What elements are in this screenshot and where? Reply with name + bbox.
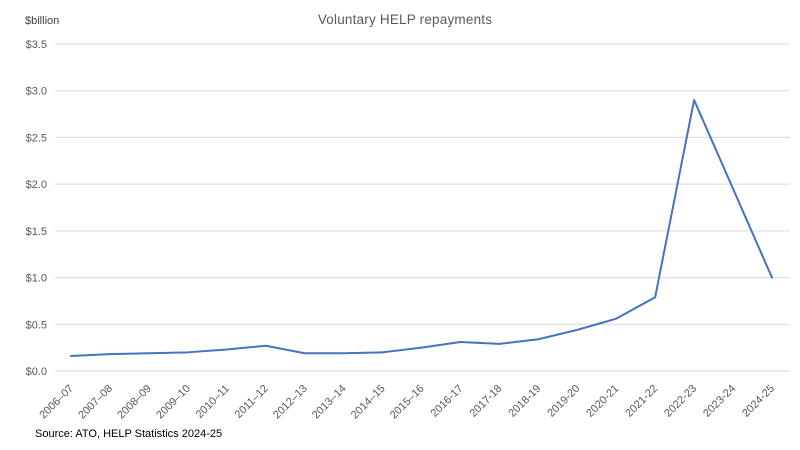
y-axis-tick-label: $3.5 — [26, 39, 47, 51]
x-axis-tick-label: 2019-20 — [545, 383, 582, 420]
data-series-line — [70, 99, 773, 358]
y-axis-tick-label: $0.0 — [26, 366, 47, 378]
y-axis-tick-label: $2.5 — [26, 132, 47, 144]
y-axis-tick-label: $1.0 — [26, 273, 47, 285]
x-axis-tick-label: 2006–07 — [37, 383, 76, 422]
x-axis-tick-label: 2020-21 — [584, 383, 621, 420]
x-axis-tick-label: 2014–15 — [349, 383, 388, 422]
x-axis-tick-label: 2021-22 — [623, 383, 660, 420]
y-axis-unit-label: $billion — [25, 15, 60, 27]
y-axis-tick-label: $2.0 — [26, 179, 47, 191]
chart-title: Voluntary HELP repayments — [317, 12, 493, 27]
x-axis-tick-label: 2018-19 — [506, 383, 543, 420]
x-axis-tick-label: 2008–09 — [115, 383, 154, 422]
x-axis-tick-label: 2012–13 — [271, 383, 310, 422]
x-axis-tick-label: 2013–14 — [310, 383, 349, 422]
source-note: Source: ATO, HELP Statistics 2024-25 — [35, 428, 223, 440]
x-axis-tick-label: 2024-25 — [740, 383, 777, 420]
y-axis-tick-label: $0.5 — [26, 319, 47, 331]
x-axis-tick-label: 2010–11 — [194, 383, 232, 421]
x-axis-tick-label: 2009–10 — [154, 383, 193, 422]
y-axis-tick-label: $1.5 — [26, 226, 47, 238]
x-axis-tick-label: 2022-23 — [662, 383, 699, 420]
x-axis-tick-label: 2023-24 — [701, 383, 738, 420]
x-axis-tick-label: 2017-18 — [467, 383, 504, 420]
x-axis-tick-label: 2011–12 — [233, 383, 271, 421]
x-axis-tick-label: 2016-17 — [429, 383, 466, 420]
x-axis-tick-label: 2007–08 — [76, 383, 115, 422]
y-axis-tick-label: $3.0 — [26, 86, 47, 98]
x-axis-tick-label: 2015–16 — [388, 383, 427, 422]
